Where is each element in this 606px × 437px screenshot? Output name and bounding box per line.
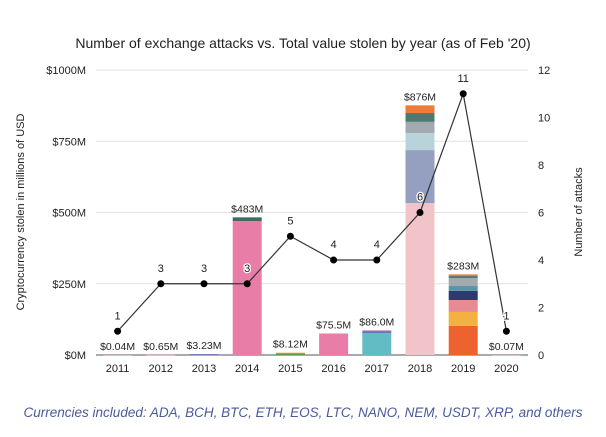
attacks-point-label: 5 [287,215,293,227]
bar-total-label: $283M [447,260,479,272]
y2-tick-label: 2 [538,303,544,315]
bar-segment [448,299,478,312]
x-tick-label: 2016 [321,363,345,375]
x-tick-label: 2013 [192,363,216,375]
attacks-point [286,232,294,240]
bar-total-label: $0.04M [100,341,135,353]
y-tick-label: $1000M [46,65,86,77]
bar-total-label: $483M [231,203,263,215]
attacks-point [243,280,251,288]
attacks-point [459,90,467,98]
attacks-point-label: 3 [158,263,164,275]
bar-segment [405,203,435,355]
attacks-point [330,256,338,264]
x-tick-label: 2012 [149,363,173,375]
bar-total-label: $86.0M [359,316,394,328]
bar-total-label: $75.5M [316,319,351,331]
y2-tick-label: 10 [538,113,550,125]
y2-tick-label: 6 [538,208,544,220]
x-tick-label: 2020 [494,363,518,375]
bar-segment [491,354,521,356]
attacks-line [117,91,507,332]
bar-segment [448,274,478,277]
attacks-point-label: 3 [201,263,207,275]
bar-segment [448,325,478,355]
x-tick-label: 2017 [365,363,389,375]
bar-total-label: $8.12M [273,339,308,351]
attacks-point [416,209,424,216]
bar-total-label: $3.23M [186,340,221,352]
bar-total-label: $0.07M [489,341,524,353]
bar-segment [405,121,435,133]
bar-total-label: $0.65M [143,341,178,353]
attacks-point-label: 6 [417,192,423,204]
y2-axis-label: Number of attacks [573,167,585,257]
x-tick-label: 2018 [408,363,432,375]
x-tick-label: 2011 [106,363,130,375]
bar-segment [362,332,392,355]
y-tick-label: $250M [52,279,86,291]
attacks-point [200,280,208,288]
bar-segment [448,290,478,300]
y-tick-label: $0M [65,350,86,362]
y-axis-label: Cryptocurrency stolen in millions of USD [15,114,27,311]
y-tick-label: $500M [52,208,86,220]
bar-segment [448,311,478,326]
x-tick-label: 2019 [451,363,475,375]
bar-segment [448,276,478,279]
chart-title: Number of exchange attacks vs. Total val… [75,35,530,51]
y2-tick-label: 12 [538,65,550,77]
bar-segment [405,113,435,122]
y-tick-label: $750M [52,136,86,148]
bar-segment [405,105,435,114]
x-tick-label: 2015 [278,363,302,375]
bar-segment [189,354,219,356]
attacks-point [373,256,381,264]
attacks-point-label: 1 [115,310,121,322]
bar-segment [103,354,133,356]
attacks-point [502,327,510,335]
bar-segment [232,221,262,355]
bar-segment [448,278,478,287]
attacks-point [114,327,122,335]
y2-tick-label: 4 [538,255,544,267]
bar-segment [362,330,392,332]
attacks-point-label: 11 [457,73,468,85]
x-tick-label: 2014 [235,363,259,375]
attacks-point-label: 1 [503,310,509,322]
bar-total-label: $876M [404,91,436,103]
bar-segment [448,286,478,291]
attacks-point-label: 4 [374,239,380,251]
bar-segment [232,217,262,222]
bar-segment [405,132,435,151]
chart: Number of exchange attacks vs. Total val… [15,35,585,375]
bar-segment [146,354,176,356]
bar-segment [275,352,305,354]
bar-segment [362,331,392,333]
attacks-point [157,280,165,288]
footer-note: Currencies included: ADA, BCH, BTC, ETH,… [23,405,583,420]
bar-segment [275,353,305,355]
attacks-point-label: 4 [331,239,337,251]
attacks-point-label: 3 [244,263,250,275]
y2-tick-label: 8 [538,160,544,172]
bar-segment [319,333,349,355]
y2-tick-label: 0 [538,350,544,362]
bar-segment [405,150,435,204]
